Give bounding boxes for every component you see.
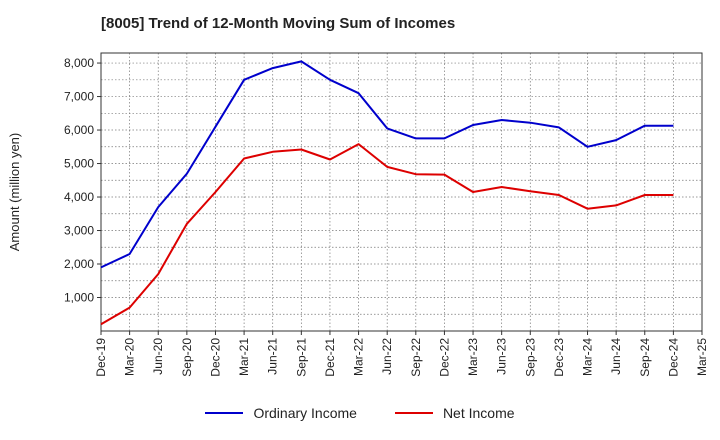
y-axis-label: Amount (million yen) <box>7 133 22 252</box>
x-tick-label: Dec-24 <box>666 338 680 377</box>
y-tick-label: 7,000 <box>64 90 94 104</box>
x-tick-label: Mar-22 <box>352 338 366 376</box>
x-tick-label: Jun-23 <box>495 338 509 375</box>
y-tick-label: 5,000 <box>64 157 94 171</box>
series-line-net-income <box>100 143 674 326</box>
plot-frame <box>100 52 703 332</box>
legend-swatch-ordinary-income <box>205 412 244 414</box>
y-tick-label: 4,000 <box>64 190 94 204</box>
legend-label-net-income: Net Income <box>442 405 515 421</box>
line-chart: Dec-19 Mar-20 Jun-20 Sep-20 Dec-20 Mar-21 Jun-… <box>7 52 709 377</box>
plot-area <box>101 53 702 331</box>
x-tick-label: Dec-21 <box>323 338 337 377</box>
y-tick-label: 3,000 <box>64 224 94 238</box>
legend: Ordinary Income Net Income <box>0 405 720 421</box>
x-tick-label: Sep-20 <box>180 338 194 377</box>
x-tick-label: Jun-24 <box>609 338 623 375</box>
x-tick-label: Sep-22 <box>409 338 423 377</box>
x-tick-label: Jun-22 <box>380 338 394 375</box>
x-tick-label: Sep-24 <box>638 338 652 377</box>
x-tick-label: Jun-20 <box>151 338 165 375</box>
legend-item-ordinary-income: Ordinary Income <box>205 405 357 421</box>
x-tick-label: Mar-23 <box>466 338 480 376</box>
x-tick-label: Jun-21 <box>266 338 280 375</box>
legend-label-ordinary-income: Ordinary Income <box>253 405 357 421</box>
series-line-ordinary-income <box>100 60 674 269</box>
x-tick-label: Mar-24 <box>581 338 595 376</box>
x-tick-label: Dec-19 <box>94 338 108 377</box>
y-tick-label: 1,000 <box>64 291 94 305</box>
x-tick-label: Sep-23 <box>523 338 537 377</box>
x-tick-label: Dec-20 <box>208 338 222 377</box>
x-tick-label: Mar-25 <box>695 338 709 376</box>
x-tick-label: Mar-21 <box>237 338 251 376</box>
x-tick-label: Dec-23 <box>552 338 566 377</box>
x-tick-label: Mar-20 <box>123 338 137 376</box>
y-tick-label: 8,000 <box>64 56 94 70</box>
y-tick-label: 6,000 <box>64 123 94 137</box>
legend-swatch-net-income <box>394 412 433 414</box>
y-tick-label: 2,000 <box>64 257 94 271</box>
legend-item-net-income: Net Income <box>394 405 515 421</box>
x-tick-label: Sep-21 <box>294 338 308 377</box>
chart-title: [8005] Trend of 12-Month Moving Sum of I… <box>101 15 456 32</box>
x-tick-label: Dec-22 <box>437 338 451 377</box>
